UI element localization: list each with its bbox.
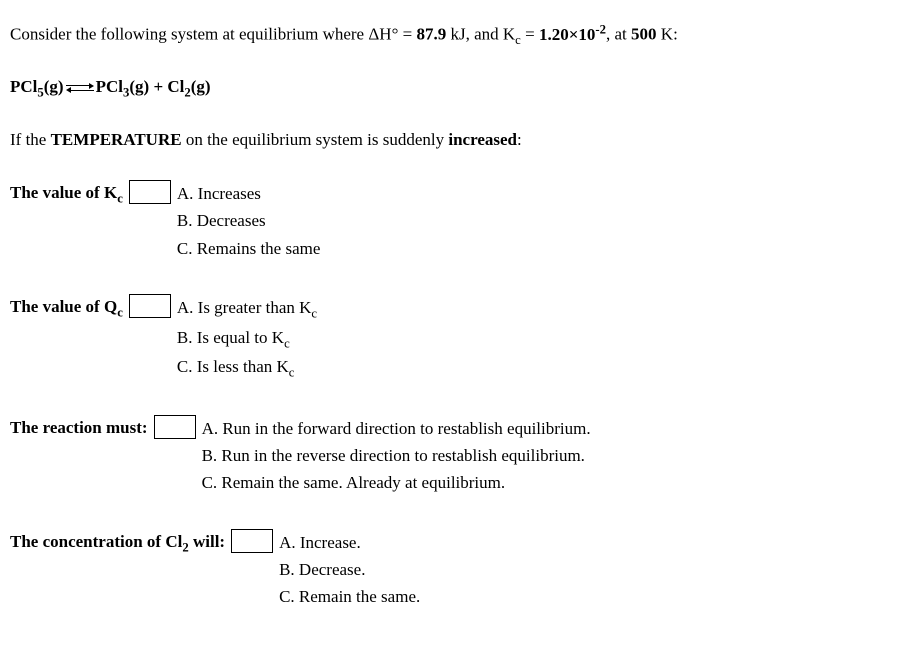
question-cl2-prompt: The concentration of Cl2 will: [10, 529, 225, 558]
question-kc: The value of Kc A. Increases B. Decrease… [10, 180, 910, 262]
question-cl2-options: A. Increase. B. Decrease. C. Remain the … [279, 529, 420, 611]
question-reaction-options: A. Run in the forward direction to resta… [202, 415, 591, 497]
equilibrium-arrow-icon [66, 82, 94, 94]
question-kc-prompt: The value of Kc [10, 180, 123, 209]
option-a: A. Increases [177, 180, 321, 207]
option-c: C. Is less than Kc [177, 353, 317, 383]
question-reaction-prompt: The reaction must: [10, 415, 148, 441]
question-qc-prompt: The value of Qc [10, 294, 123, 323]
option-b: B. Run in the reverse direction to resta… [202, 442, 591, 469]
question-kc-options: A. Increases B. Decreases C. Remains the… [177, 180, 321, 262]
chemical-equation: PCl5(g)PCl3(g) + Cl2(g) [10, 74, 910, 103]
question-reaction: The reaction must: A. Run in the forward… [10, 415, 910, 497]
question-qc: The value of Qc A. Is greater than Kc B.… [10, 294, 910, 383]
option-c: C. Remain the same. Already at equilibri… [202, 469, 591, 496]
option-b: B. Is equal to Kc [177, 324, 317, 354]
option-c: C. Remains the same [177, 235, 321, 262]
option-b: B. Decreases [177, 207, 321, 234]
answer-input-qc[interactable] [129, 294, 171, 318]
answer-input-reaction[interactable] [154, 415, 196, 439]
answer-input-kc[interactable] [129, 180, 171, 204]
condition-text: If the TEMPERATURE on the equilibrium sy… [10, 127, 910, 153]
option-b: B. Decrease. [279, 556, 420, 583]
question-qc-options: A. Is greater than Kc B. Is equal to Kc … [177, 294, 317, 383]
option-c: C. Remain the same. [279, 583, 420, 610]
intro-text: Consider the following system at equilib… [10, 20, 910, 50]
question-cl2: The concentration of Cl2 will: A. Increa… [10, 529, 910, 611]
option-a: A. Increase. [279, 529, 420, 556]
option-a: A. Run in the forward direction to resta… [202, 415, 591, 442]
option-a: A. Is greater than Kc [177, 294, 317, 324]
answer-input-cl2[interactable] [231, 529, 273, 553]
